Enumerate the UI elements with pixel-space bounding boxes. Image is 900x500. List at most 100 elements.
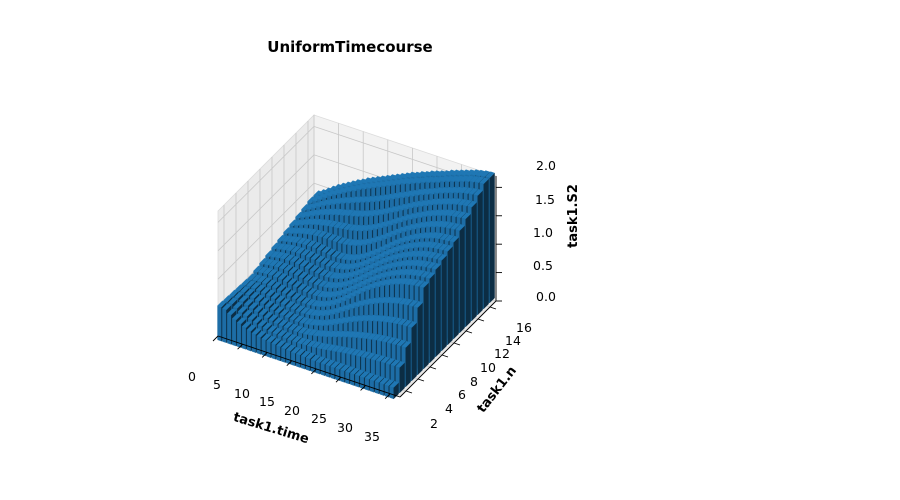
bar-front-face xyxy=(345,371,350,385)
bar-top-face xyxy=(273,260,284,268)
bar-top-face xyxy=(343,223,353,231)
bar-top-face xyxy=(255,284,266,292)
bar-top-face xyxy=(316,342,327,350)
bar-front-face xyxy=(276,345,281,362)
bar-top-face xyxy=(269,259,279,267)
bar-top-face xyxy=(444,234,454,242)
x-tick xyxy=(261,352,268,358)
z-tick-label: 2.0 xyxy=(536,158,556,173)
bar-top-face xyxy=(294,315,304,323)
bar-top-face xyxy=(270,251,280,258)
bar-top-face xyxy=(279,309,289,316)
y-tick-label: 8 xyxy=(470,374,478,389)
bar-side-face xyxy=(417,302,423,376)
bar-top-face xyxy=(262,322,273,330)
bar-top-face xyxy=(402,319,412,327)
bar-top-face xyxy=(320,358,330,365)
y-tick-label: 6 xyxy=(458,387,466,402)
bar-top-face xyxy=(227,308,237,316)
bar-top-face xyxy=(258,266,268,274)
bar-top-face xyxy=(261,277,272,284)
bar-top-face xyxy=(351,349,361,356)
bar-top-face xyxy=(301,338,312,346)
bar-top-face xyxy=(283,264,294,272)
bar-top-face xyxy=(381,335,392,343)
bar-top-face xyxy=(287,278,298,285)
bar-top-face xyxy=(396,339,406,347)
bar-top-face xyxy=(457,199,467,206)
bar-top-face xyxy=(302,328,313,335)
bar-top-face xyxy=(302,285,312,293)
chart-title: UniformTimecourse xyxy=(267,38,432,56)
bar-top-face xyxy=(307,329,318,336)
bar-top-face xyxy=(284,311,294,318)
bar-front-face xyxy=(271,342,276,360)
bar-top-face xyxy=(323,219,334,227)
bar-top-face xyxy=(354,369,365,377)
bar-top-face xyxy=(299,317,309,324)
bar-top-face xyxy=(333,221,343,229)
bar-top-face xyxy=(369,374,380,382)
bar-top-face xyxy=(337,237,347,244)
y-tick-label: 2 xyxy=(430,416,438,431)
bar-top-face xyxy=(242,309,253,317)
bar-top-face xyxy=(370,353,381,361)
bar-top-face xyxy=(395,361,405,368)
bar-front-face xyxy=(266,340,271,358)
bar-top-face xyxy=(295,348,306,356)
bar-top-face xyxy=(360,351,371,358)
bar-top-face xyxy=(283,321,293,329)
bar-top-face xyxy=(310,354,321,362)
x-tick xyxy=(335,376,342,383)
bar-top-face xyxy=(272,271,283,278)
bar-top-face xyxy=(390,359,400,367)
bar-top-face xyxy=(403,298,413,306)
bar-top-face xyxy=(253,265,263,273)
z-axis-label: task1.S2 xyxy=(566,184,581,248)
bar-top-face xyxy=(270,292,281,300)
bar-top-face xyxy=(291,292,301,300)
bar-front-face xyxy=(291,351,296,367)
y-tick xyxy=(417,378,425,382)
y-tick-label: 16 xyxy=(516,320,532,335)
bar-front-face xyxy=(305,357,311,372)
bar-top-face xyxy=(345,366,355,373)
bar-top-face xyxy=(234,291,244,299)
bar-top-face xyxy=(285,244,296,252)
bar-top-face xyxy=(304,318,314,325)
bar-top-face xyxy=(246,280,256,287)
bar-top-face xyxy=(322,232,333,239)
bar-top-face xyxy=(433,242,443,250)
bar-top-face xyxy=(336,346,346,353)
bar-top-face xyxy=(445,222,455,229)
bar-top-face xyxy=(312,229,323,237)
bar-top-face xyxy=(275,251,285,259)
bar-top-face xyxy=(292,280,303,288)
bar-top-face xyxy=(338,222,348,230)
bar-top-face xyxy=(292,335,302,343)
bar-top-face xyxy=(385,358,395,365)
bar-top-face xyxy=(264,258,274,266)
x-tick-label: 30 xyxy=(337,420,353,435)
bar-top-face xyxy=(384,379,394,387)
bar-top-face xyxy=(273,317,283,324)
bar-top-face xyxy=(241,278,251,286)
bar-top-face xyxy=(301,238,312,246)
bar-top-face xyxy=(413,301,423,308)
bar-front-face xyxy=(355,374,360,388)
bar-front-face xyxy=(296,353,301,368)
x-tick xyxy=(311,368,317,375)
y-tick xyxy=(477,318,485,322)
bar-top-face xyxy=(374,376,385,383)
bar-side-face xyxy=(435,264,441,358)
bar-top-face xyxy=(389,381,399,388)
bar-top-face xyxy=(281,342,291,350)
y-tick-label: 12 xyxy=(494,346,510,361)
bar-top-face xyxy=(239,295,249,302)
bar-top-face xyxy=(449,235,459,243)
bar-top-face xyxy=(380,356,391,364)
bar-top-face xyxy=(366,333,377,340)
bar-top-face xyxy=(341,347,351,354)
bar-top-face xyxy=(336,252,346,260)
bar-top-face xyxy=(278,262,289,270)
